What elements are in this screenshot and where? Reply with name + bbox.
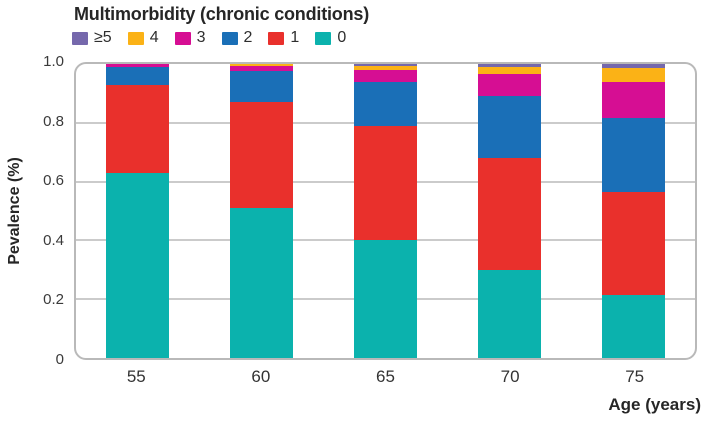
legend-swatch-icon: [315, 31, 332, 45]
bar-segment-75-0: [601, 294, 665, 358]
bar-segment-70-ge5: [477, 64, 541, 67]
legend-item-1: 1: [268, 29, 299, 47]
legend-label: ≥5: [94, 29, 112, 46]
bar-segment-55-3: [106, 64, 170, 67]
y-axis-ticks: 1.0 0.8 0.6 0.4 0.2 0: [0, 53, 64, 368]
x-axis-label: Age (years): [608, 395, 701, 414]
bar-segment-75-4: [601, 68, 665, 82]
bar-group-65: [324, 64, 448, 358]
legend-swatch-icon: [268, 31, 285, 45]
bar-segment-75-ge5: [601, 64, 665, 69]
bar-group-70: [447, 64, 571, 358]
legend-swatch-icon: [174, 31, 191, 45]
bar-group-60: [200, 64, 324, 358]
bar-segment-60-1: [230, 102, 294, 209]
y-tick-label: 0.6: [43, 172, 64, 190]
bar-segment-55-2: [106, 66, 170, 85]
x-tick-label: 55: [126, 367, 146, 386]
bar-segment-65-3: [353, 69, 417, 82]
y-tick-label: 1.0: [43, 53, 64, 70]
chart-title: Multimorbidity (chronic conditions): [74, 4, 369, 24]
bar-segment-55-1: [106, 84, 170, 173]
legend-label: 0: [337, 29, 347, 46]
bar-segment-65-4: [353, 65, 417, 70]
bar-segment-55-0: [106, 172, 170, 358]
stacked-bar-75: [601, 64, 665, 358]
legend-item-4: 4: [127, 29, 159, 47]
x-axis-ticks: 55 60 65 70 75: [74, 367, 697, 387]
bar-group-55: [76, 64, 200, 358]
x-tick-label: 70: [500, 367, 520, 386]
legend-item-3: 3: [174, 29, 206, 47]
legend-item-2: 2: [221, 29, 253, 47]
legend-swatch-icon: [221, 31, 238, 45]
bar-segment-60-2: [230, 71, 294, 103]
bar-segment-70-4: [477, 66, 541, 75]
bar-segment-60-0: [230, 208, 294, 358]
legend-swatch-icon: [127, 31, 144, 45]
legend-swatch-icon: [72, 31, 88, 45]
x-tick-label: 60: [251, 367, 271, 386]
bar-segment-65-1: [353, 125, 417, 241]
bar-segment-75-2: [601, 118, 665, 192]
bar-segment-70-0: [477, 269, 541, 358]
bar-segment-70-2: [477, 96, 541, 159]
y-tick-label: 0.4: [43, 231, 64, 249]
y-tick-label: 0.2: [43, 291, 64, 309]
legend: ≥5 4 3 2 1 0: [72, 29, 346, 47]
x-tick-label: 65: [376, 367, 395, 386]
legend-label: 1: [290, 29, 300, 46]
plot-area: [74, 62, 697, 360]
bar-segment-65-0: [353, 240, 417, 358]
legend-label: 3: [196, 29, 206, 46]
legend-label: 4: [149, 29, 159, 46]
stacked-bar-70: [477, 64, 541, 358]
bar-segment-70-3: [477, 74, 541, 97]
y-tick-label: 0.8: [43, 112, 64, 130]
bar-segment-65-2: [353, 81, 417, 126]
bar-segment-65-ge5: [353, 64, 417, 66]
bar-segment-70-1: [477, 158, 541, 270]
stacked-bar-65: [353, 64, 417, 358]
legend-item-ge5: ≥5: [72, 29, 112, 47]
bar-segment-75-1: [601, 191, 665, 295]
bars: [76, 64, 695, 358]
stacked-bar-60: [230, 64, 294, 358]
bar-group-75: [571, 64, 695, 358]
legend-label: 2: [243, 29, 253, 46]
y-tick-label: 0: [55, 351, 64, 368]
bar-segment-60-3: [230, 65, 294, 72]
x-tick-label: 75: [625, 367, 645, 386]
legend-item-0: 0: [315, 29, 346, 47]
stacked-bar-55: [106, 64, 170, 358]
bar-segment-60-4: [230, 64, 294, 66]
bar-segment-75-3: [601, 81, 665, 119]
